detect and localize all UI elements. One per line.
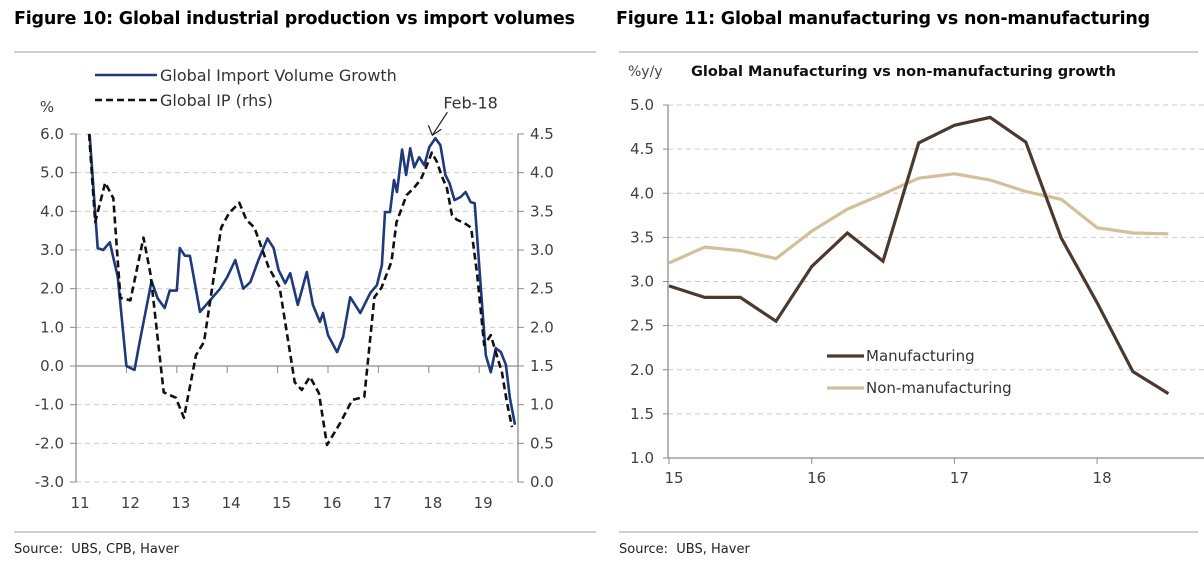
- figure-11-panel: Figure 11: Global manufacturing vs non-m…: [604, 0, 1204, 569]
- y-tick-label: 1.5: [630, 405, 654, 423]
- y2-tick-label: 3.5: [530, 202, 554, 220]
- figure-10-title: Figure 10: Global industrial production …: [14, 9, 575, 29]
- x-tick-label: 17: [950, 469, 969, 487]
- x-tick-label: 14: [222, 494, 241, 512]
- y-tick-label: 2.0: [40, 280, 64, 298]
- y-tick-label: 3.0: [40, 241, 64, 259]
- y-tick-label: 0.0: [40, 357, 64, 375]
- y-tick-label: 1.0: [40, 318, 64, 336]
- series-line-import-volume: [88, 133, 517, 426]
- bottom-divider: [14, 531, 596, 533]
- series-line-global-ip: [87, 133, 514, 447]
- y-axis-unit-label: %: [40, 98, 54, 116]
- y-tick-label: -1.0: [35, 396, 64, 414]
- y-tick-label: 3.0: [630, 273, 654, 291]
- y-tick-label: -3.0: [35, 473, 64, 491]
- y-tick-label: 2.5: [630, 317, 654, 335]
- series-line-manufacturing: [668, 115, 1170, 395]
- x-tick-label: 13: [171, 494, 190, 512]
- y2-tick-label: 4.5: [530, 125, 554, 143]
- y2-tick-label: 3.0: [530, 241, 554, 259]
- y-tick-label: 4.0: [40, 202, 64, 220]
- y2-tick-label: 4.0: [530, 164, 554, 182]
- x-tick-label: 16: [322, 494, 341, 512]
- legend-label-global-ip: Global IP (rhs): [160, 91, 273, 110]
- chart-title: Global Manufacturing vs non-manufacturin…: [691, 64, 1116, 80]
- figure-10-panel: Figure 10: Global industrial production …: [0, 0, 596, 569]
- annotation-label: Feb-18: [443, 93, 497, 112]
- series-line-non-manufacturing: [668, 172, 1169, 265]
- y-tick-label: 1.0: [630, 449, 654, 467]
- figure-11-source: Source: UBS, Haver: [619, 542, 750, 557]
- y2-tick-label: 0.0: [530, 473, 554, 491]
- figure-10-source: Source: UBS, CPB, Haver: [14, 542, 179, 557]
- y-tick-label: 4.0: [630, 184, 654, 202]
- y2-tick-label: 2.0: [530, 318, 554, 336]
- legend-label-non-manufacturing: Non-manufacturing: [866, 379, 1012, 397]
- figure-10-chart: 6.0 5.0 4.0 3.0 2.0 1.0 0.0 -1.0 -2.0 -3.0 4.5 4.0 3…: [35, 66, 554, 512]
- x-tick-label: 15: [272, 494, 291, 512]
- annotation-arrow: [431, 111, 448, 136]
- y-axis-unit-label: %y/y: [628, 64, 663, 80]
- x-tick-label: 15: [664, 469, 683, 487]
- y-tick-label: 4.5: [630, 140, 654, 158]
- figure-11-chart: 5.0 4.5 4.0 3.5 3.0 2.5 2.0 1.5 1.0 15 16 17 18 %y/y G…: [628, 64, 1204, 487]
- y2-tick-label: 0.5: [530, 434, 554, 452]
- y-tick-label: 5.0: [40, 164, 64, 182]
- y2-tick-label: 1.0: [530, 396, 554, 414]
- annotation-arrowhead: [427, 125, 442, 137]
- x-tick-label: 17: [373, 494, 392, 512]
- top-divider: [14, 51, 596, 53]
- y-tick-label: -2.0: [35, 434, 64, 452]
- legend-label-manufacturing: Manufacturing: [866, 347, 975, 365]
- y2-tick-label: 1.5: [530, 357, 554, 375]
- x-tick-label: 12: [121, 494, 140, 512]
- x-tick-label: 18: [1093, 469, 1112, 487]
- y-tick-label: 5.0: [630, 96, 654, 114]
- top-divider: [619, 51, 1198, 53]
- x-tick-label: 16: [807, 469, 826, 487]
- y-tick-label: 6.0: [40, 125, 64, 143]
- x-tick-label: 19: [474, 494, 493, 512]
- bottom-divider: [619, 531, 1198, 533]
- x-tick-label: 18: [423, 494, 442, 512]
- y-tick-label: 2.0: [630, 361, 654, 379]
- x-tick-label: 11: [70, 494, 89, 512]
- figure-11-title: Figure 11: Global manufacturing vs non-m…: [616, 9, 1150, 29]
- y-tick-label: 3.5: [630, 228, 654, 246]
- y2-tick-label: 2.5: [530, 280, 554, 298]
- legend-label-import-volume: Global Import Volume Growth: [160, 66, 397, 85]
